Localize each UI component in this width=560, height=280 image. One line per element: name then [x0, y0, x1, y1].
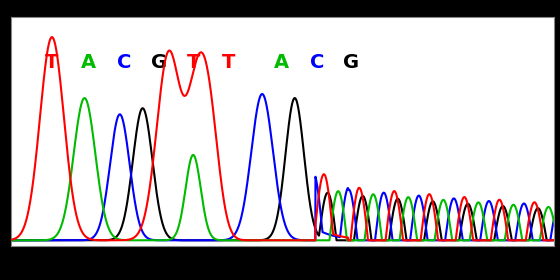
Text: G: G	[343, 53, 359, 72]
Text: T: T	[222, 53, 235, 72]
Text: T: T	[187, 53, 200, 72]
Text: T: T	[45, 53, 59, 72]
Text: C: C	[310, 53, 324, 72]
Text: A: A	[274, 53, 289, 72]
Text: A: A	[81, 53, 96, 72]
Text: G: G	[151, 53, 167, 72]
Text: C: C	[117, 53, 132, 72]
